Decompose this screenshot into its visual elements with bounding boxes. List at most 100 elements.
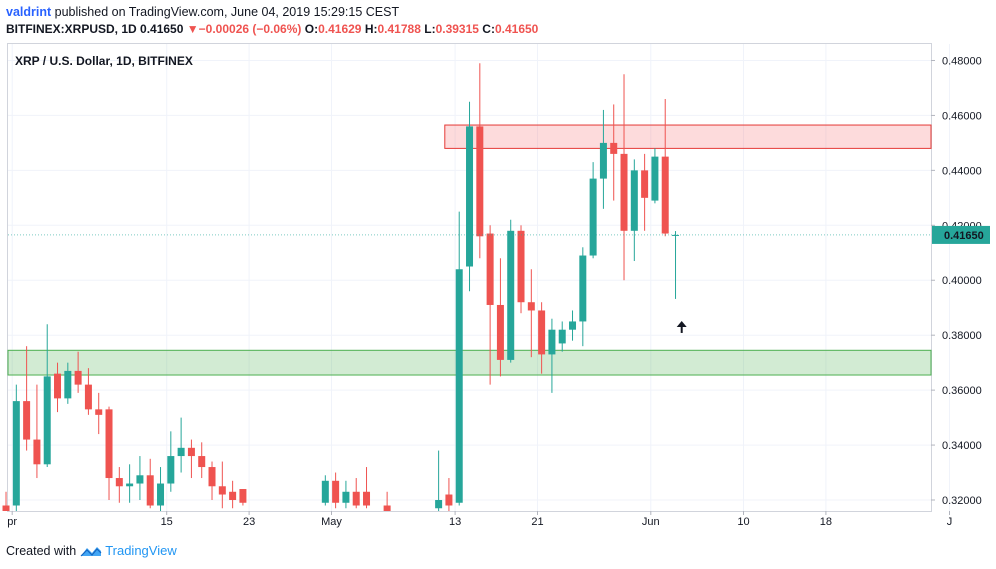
support-zone xyxy=(7,349,932,376)
candle-up xyxy=(126,483,134,487)
candles xyxy=(2,63,680,511)
zones xyxy=(7,124,932,376)
candle-up xyxy=(579,255,587,322)
open-label: O: xyxy=(304,22,319,36)
time-tick-label: Jun xyxy=(642,516,660,528)
candle-up xyxy=(651,156,659,201)
price-tick-label: 0.46000 xyxy=(942,110,982,122)
candle-down xyxy=(476,126,484,237)
candle-down xyxy=(445,494,453,506)
high-label: H: xyxy=(364,22,378,36)
candle-up xyxy=(12,401,20,506)
candle-up xyxy=(599,142,607,179)
candle-up xyxy=(507,230,515,360)
candle-down xyxy=(2,505,10,511)
candle-up xyxy=(342,491,350,503)
last-price: 0.41650 xyxy=(140,22,184,36)
candle-up xyxy=(157,483,165,506)
candle-down xyxy=(363,491,371,506)
candle-down xyxy=(610,142,618,154)
candle-up xyxy=(435,500,443,509)
price-tick-label: 0.48000 xyxy=(942,55,982,67)
close-label: C: xyxy=(482,22,495,36)
candle-up xyxy=(672,234,680,236)
price-axis[interactable]: 0.480000.460000.440000.420000.400000.380… xyxy=(931,55,982,507)
arrow-head xyxy=(676,320,687,327)
candle-down xyxy=(198,456,206,468)
chart-header: valdrint published on TradingView.com, J… xyxy=(6,4,538,38)
candle-up xyxy=(136,475,144,484)
time-tick-label: pr xyxy=(7,516,17,528)
candle-down xyxy=(208,467,216,487)
candle-up xyxy=(177,447,185,457)
time-tick-label: 13 xyxy=(449,516,461,528)
candle-down xyxy=(620,153,628,231)
candle-down xyxy=(84,384,92,410)
candle-down xyxy=(146,475,154,506)
author-name[interactable]: valdrint xyxy=(6,5,52,19)
candle-down xyxy=(74,370,82,385)
time-axis[interactable]: pr 15 23 May 13 21 Jun 10 18 J xyxy=(7,511,952,528)
candle-up xyxy=(569,321,577,330)
candle-up xyxy=(630,170,638,231)
candle-up xyxy=(64,370,72,399)
candle-down xyxy=(517,230,525,303)
price-tick-label: 0.32000 xyxy=(942,495,982,507)
candle-down xyxy=(332,480,340,503)
price-tick-label: 0.36000 xyxy=(942,385,982,397)
close-value: 0.41650 xyxy=(494,22,539,36)
time-tick-label: 23 xyxy=(243,516,255,528)
resistance-zone xyxy=(444,124,932,149)
price-tick-label: 0.40000 xyxy=(942,275,982,287)
candle-down xyxy=(33,439,41,465)
candle-down xyxy=(486,233,494,305)
tradingview-brand[interactable]: TradingView xyxy=(105,543,177,558)
down-triangle-icon: ▼ xyxy=(186,22,199,36)
current-price-tag: 0.41650 xyxy=(8,225,990,244)
price-tag-text: 0.41650 xyxy=(944,230,984,242)
time-tick-label: 18 xyxy=(820,516,832,528)
time-tick-label: May xyxy=(321,516,342,528)
candle-down xyxy=(23,401,31,440)
candle-down xyxy=(105,409,113,479)
up-arrow-icon xyxy=(676,320,687,333)
candle-down xyxy=(641,170,649,198)
candle-up xyxy=(321,480,329,503)
price-change: −0.00026 (−0.06%) xyxy=(198,22,302,36)
footer: Created with TradingView xyxy=(6,543,177,558)
time-tick-label: 21 xyxy=(531,516,543,528)
candle-down xyxy=(383,505,391,511)
publish-line: valdrint published on TradingView.com, J… xyxy=(6,4,538,21)
candle-down xyxy=(352,491,360,506)
candle-up xyxy=(43,376,51,465)
time-tick-label: 10 xyxy=(737,516,749,528)
candle-down xyxy=(218,486,226,495)
candle-down xyxy=(538,310,546,355)
tradingview-logo-icon xyxy=(80,546,102,556)
created-with-label: Created with xyxy=(6,543,77,558)
candle-down xyxy=(496,304,504,360)
candle-up xyxy=(589,178,597,256)
high-value: 0.41788 xyxy=(377,22,421,36)
price-tag-bg xyxy=(932,225,990,244)
candle-up xyxy=(558,329,566,344)
candle-down xyxy=(661,156,669,234)
grid-lines xyxy=(8,44,950,511)
price-tick-label: 0.34000 xyxy=(942,440,982,452)
candle-down xyxy=(229,491,237,501)
low-label: L: xyxy=(424,22,436,36)
time-tick-label: J xyxy=(947,516,953,528)
time-tick-label: 15 xyxy=(161,516,173,528)
low-value: 0.39315 xyxy=(435,22,479,36)
price-tick-label: 0.44000 xyxy=(942,165,982,177)
symbol-label: BITFINEX:XRPUSD, 1D xyxy=(6,22,137,36)
ohlc-line: BITFINEX:XRPUSD, 1D 0.41650 ▼−0.00026 (−… xyxy=(6,21,538,38)
candle-up xyxy=(167,456,175,484)
candle-down xyxy=(527,302,535,311)
publish-info: published on TradingView.com, June 04, 2… xyxy=(54,5,400,19)
candle-down xyxy=(115,478,123,487)
candle-up xyxy=(548,329,556,355)
chart-title: XRP / U.S. Dollar, 1D, BITFINEX xyxy=(15,54,193,68)
candle-down xyxy=(187,447,195,457)
